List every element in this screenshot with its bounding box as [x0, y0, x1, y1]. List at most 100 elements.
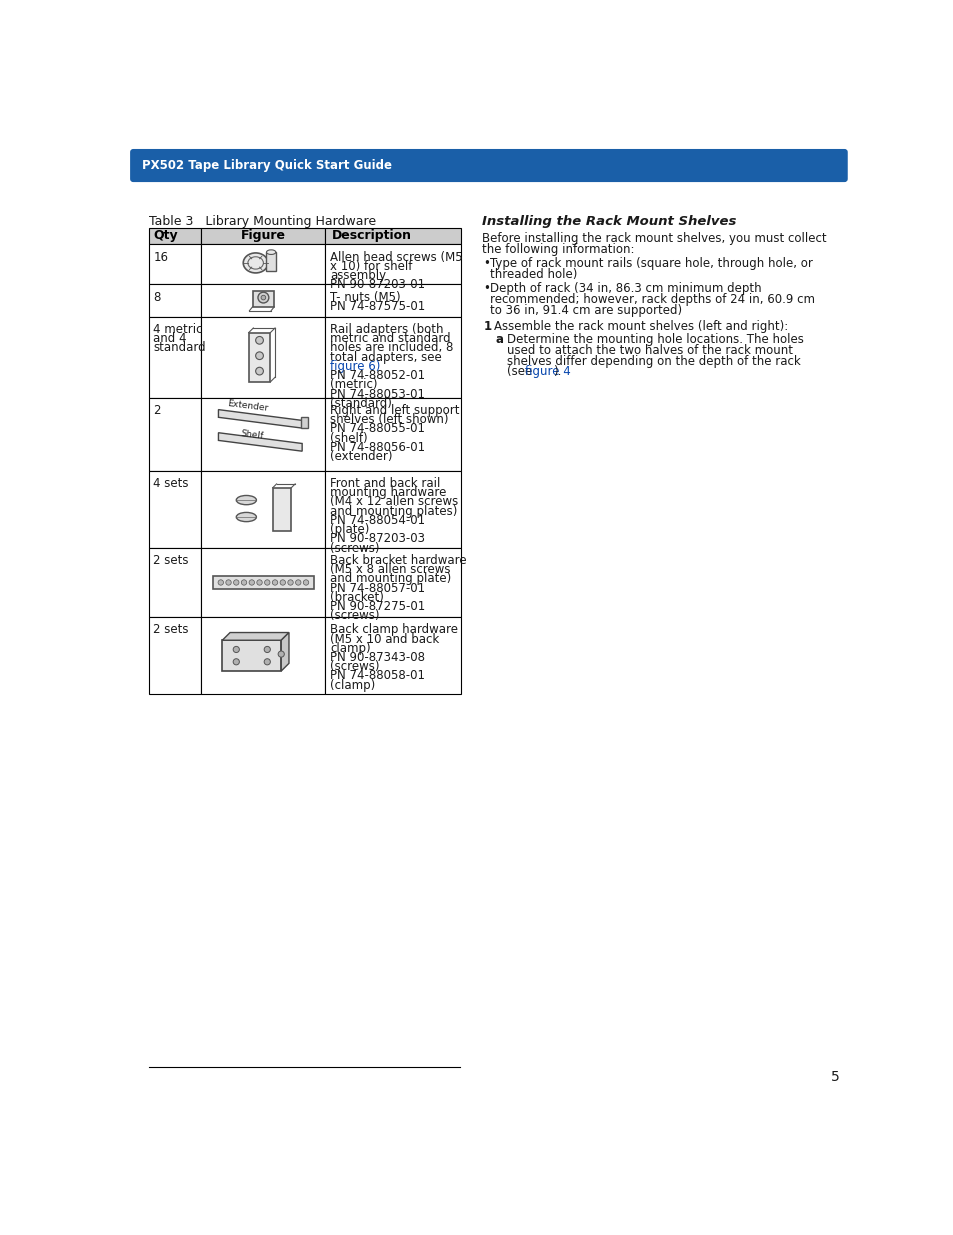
Circle shape	[288, 579, 293, 585]
Text: PN 74-88052-01: PN 74-88052-01	[330, 369, 425, 382]
Text: (screws): (screws)	[330, 661, 379, 673]
Text: 1: 1	[483, 320, 491, 333]
Bar	[325, 245, 460, 284]
Text: PN 90-87275-01: PN 90-87275-01	[330, 600, 425, 614]
Text: and mounting plates): and mounting plates)	[330, 505, 456, 517]
Bar	[325, 548, 460, 618]
Bar	[201, 548, 325, 618]
Circle shape	[255, 336, 263, 345]
Text: figure 4: figure 4	[524, 366, 570, 378]
Text: (see: (see	[506, 366, 536, 378]
Text: Back clamp hardware: Back clamp hardware	[330, 624, 457, 636]
Text: clamp): clamp)	[330, 642, 371, 655]
Text: PN 74-88055-01: PN 74-88055-01	[330, 422, 425, 435]
Text: threaded hole): threaded hole)	[489, 268, 577, 280]
Circle shape	[233, 579, 239, 585]
Bar	[149, 227, 201, 245]
Circle shape	[264, 646, 270, 652]
Text: Determine the mounting hole locations. The holes: Determine the mounting hole locations. T…	[506, 333, 802, 346]
Text: (standard): (standard)	[330, 396, 392, 410]
FancyBboxPatch shape	[130, 149, 847, 182]
Text: T- nuts (M5): T- nuts (M5)	[330, 290, 400, 304]
Text: •: •	[483, 282, 490, 295]
Text: PN 74-88057-01: PN 74-88057-01	[330, 582, 425, 595]
Text: (M4 x 12 allen screws: (M4 x 12 allen screws	[330, 495, 457, 509]
Text: 2 sets: 2 sets	[153, 624, 189, 636]
Circle shape	[272, 579, 277, 585]
Circle shape	[264, 579, 270, 585]
Text: (bracket): (bracket)	[330, 592, 383, 604]
Text: recommended; however, rack depths of 24 in, 60.9 cm: recommended; however, rack depths of 24 …	[489, 293, 814, 306]
Ellipse shape	[236, 495, 256, 505]
Text: Description: Description	[332, 230, 411, 242]
Bar	[249, 332, 270, 382]
Text: Rail adapters (both: Rail adapters (both	[330, 324, 443, 336]
Ellipse shape	[236, 513, 256, 521]
Text: standard: standard	[153, 341, 206, 354]
Circle shape	[264, 658, 270, 664]
Text: and mounting plate): and mounting plate)	[330, 573, 451, 585]
Bar	[273, 488, 291, 531]
Ellipse shape	[266, 249, 275, 254]
Circle shape	[233, 646, 239, 652]
Text: ).: ).	[553, 366, 561, 378]
Text: PN 90-87343-08: PN 90-87343-08	[330, 651, 425, 664]
Text: assembly: assembly	[330, 269, 386, 282]
Bar	[149, 284, 201, 317]
Bar	[201, 618, 325, 694]
Bar	[325, 317, 460, 398]
Text: Shelf: Shelf	[239, 429, 263, 441]
Text: mounting hardware: mounting hardware	[330, 487, 446, 499]
Bar	[149, 398, 201, 471]
Circle shape	[241, 579, 247, 585]
Circle shape	[255, 367, 263, 375]
Text: (M5 x 8 allen screws: (M5 x 8 allen screws	[330, 563, 450, 577]
Bar	[325, 227, 460, 245]
Bar	[325, 398, 460, 471]
Text: Type of rack mount rails (square hole, through hole, or: Type of rack mount rails (square hole, t…	[489, 257, 812, 269]
Text: Before installing the rack mount shelves, you must collect: Before installing the rack mount shelves…	[481, 232, 825, 245]
Bar	[253, 291, 274, 306]
Text: and 4: and 4	[153, 332, 187, 346]
Text: a: a	[496, 333, 503, 346]
Text: holes are included, 8: holes are included, 8	[330, 341, 453, 354]
Text: Table 3   Library Mounting Hardware: Table 3 Library Mounting Hardware	[149, 215, 375, 228]
Text: Assemble the rack mount shelves (left and right):: Assemble the rack mount shelves (left an…	[494, 320, 788, 333]
Text: (M5 x 10 and back: (M5 x 10 and back	[330, 632, 438, 646]
Text: 16: 16	[153, 251, 168, 263]
Text: used to attach the two halves of the rack mount: used to attach the two halves of the rac…	[506, 343, 792, 357]
Text: 2 sets: 2 sets	[153, 555, 189, 567]
Bar	[201, 284, 325, 317]
Text: Installing the Rack Mount Shelves: Installing the Rack Mount Shelves	[481, 215, 736, 228]
Polygon shape	[218, 410, 302, 429]
Text: PN 74-88054-01: PN 74-88054-01	[330, 514, 425, 527]
Text: Right and left support: Right and left support	[330, 404, 459, 417]
Text: PN 74-88056-01: PN 74-88056-01	[330, 441, 425, 453]
Circle shape	[303, 579, 309, 585]
Bar	[149, 548, 201, 618]
Circle shape	[295, 579, 301, 585]
Text: the following information:: the following information:	[481, 243, 634, 256]
Text: •: •	[483, 257, 490, 269]
Text: (shelf): (shelf)	[330, 431, 367, 445]
Circle shape	[255, 352, 263, 359]
Text: (extender): (extender)	[330, 450, 392, 463]
Text: Figure: Figure	[241, 230, 286, 242]
Bar	[149, 471, 201, 548]
Text: (metric): (metric)	[330, 378, 377, 391]
Circle shape	[278, 651, 284, 657]
Text: (plate): (plate)	[330, 524, 369, 536]
Bar	[201, 471, 325, 548]
Text: shelves (left shown): shelves (left shown)	[330, 412, 448, 426]
Bar	[201, 398, 325, 471]
Text: PN 74-87575-01: PN 74-87575-01	[330, 300, 425, 312]
Text: 8: 8	[153, 290, 160, 304]
Circle shape	[226, 579, 231, 585]
Bar	[149, 245, 201, 284]
Ellipse shape	[243, 253, 268, 273]
Text: Allen head screws (M5: Allen head screws (M5	[330, 251, 462, 263]
Text: 4 sets: 4 sets	[153, 477, 189, 490]
Polygon shape	[222, 632, 289, 640]
Text: 5: 5	[830, 1070, 840, 1084]
Text: PX502 Tape Library Quick Start Guide: PX502 Tape Library Quick Start Guide	[142, 159, 392, 172]
